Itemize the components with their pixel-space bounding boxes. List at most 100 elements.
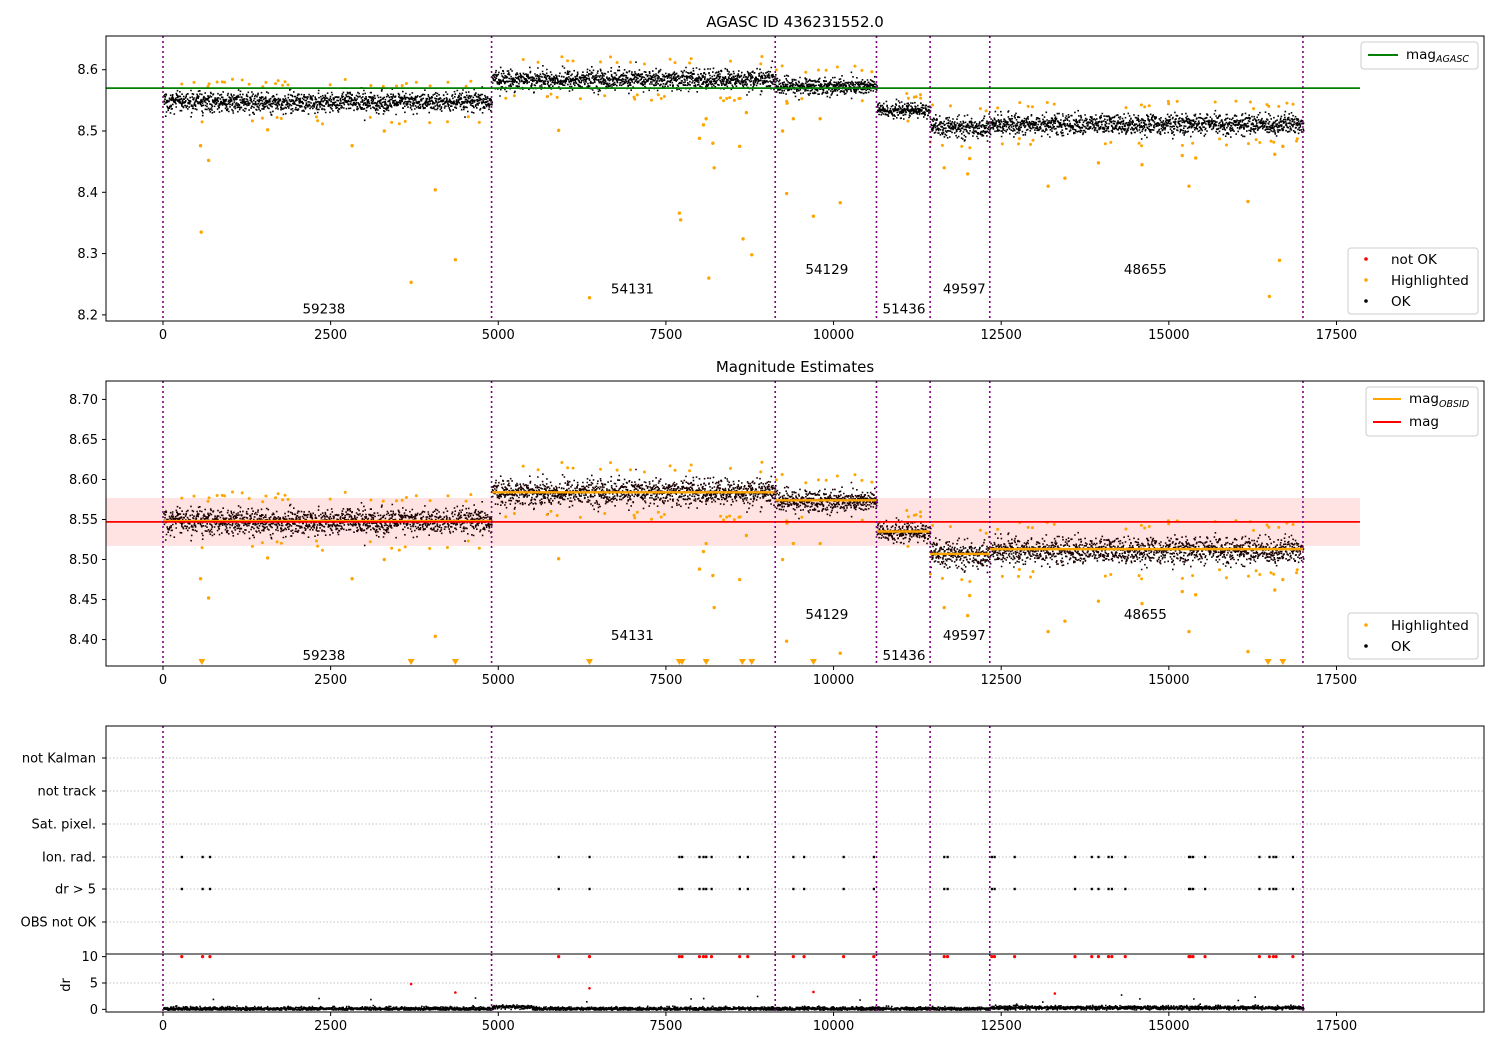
chart3-flag-point	[1258, 887, 1261, 891]
chart1-highlighted-point	[382, 129, 386, 133]
chart2-highlighted-point	[603, 512, 607, 516]
chart2-highlighted-point	[230, 490, 234, 494]
chart1-highlighted-point	[860, 68, 864, 72]
chart4-dr-flag-point	[945, 955, 950, 959]
chart1-xtick-label: 12500	[981, 328, 1022, 343]
chart2-highlighted-point	[549, 509, 553, 513]
chart1-highlighted-point	[635, 93, 639, 97]
chart2-highlighted-point	[737, 577, 742, 582]
chart2-ok-points	[163, 467, 1305, 574]
chart2-highlighted-point	[905, 509, 909, 513]
chart1-highlighted-point	[445, 120, 449, 124]
chart2-highlighted-point	[1026, 525, 1030, 529]
chart1-highlighted-point	[628, 60, 632, 64]
chart2-title: Magnitude Estimates	[716, 358, 874, 376]
chart3-flag-point	[1124, 855, 1127, 859]
chart1-highlighted-point	[791, 117, 796, 121]
chart1-highlighted-point	[967, 156, 972, 161]
chart1-highlighted-point	[320, 122, 324, 126]
chart3-flag-point	[1073, 855, 1077, 859]
chart2-highlighted-point	[870, 480, 874, 484]
chart2-highlighted-point	[180, 496, 184, 500]
chart1-highlighted-point	[905, 91, 909, 95]
chart1-highlighted-point	[555, 95, 559, 99]
chart2-highlighted-point	[566, 466, 570, 470]
chart2-highlighted-point	[628, 468, 632, 472]
chart2-highlighted-point	[1281, 577, 1285, 582]
chart2-highlighted-point	[818, 541, 822, 546]
chart3-flag-point	[180, 855, 183, 859]
chart3-flag-point	[1124, 887, 1127, 891]
chart1-highlighted-point	[549, 92, 553, 96]
chart1-highlighted-point	[1029, 142, 1033, 146]
chart2-clipped-marker	[585, 659, 593, 665]
chart2-obsid-label: 54129	[805, 607, 848, 623]
chart2-highlighted-point	[1180, 589, 1184, 594]
chart1-highlighted-point	[446, 80, 450, 84]
chart3-flag-point	[702, 887, 705, 891]
chart2-highlighted-point	[1191, 574, 1195, 578]
chart2-xtick-label: 17500	[1316, 673, 1357, 688]
chart2-highlighted-point	[1016, 574, 1020, 578]
chart2-highlighted-point	[791, 541, 796, 546]
chart1-highlighted-point	[343, 78, 347, 82]
chart3-flag-point	[1090, 855, 1093, 859]
chart1-highlighted-point	[433, 188, 437, 192]
chart1-highlighted-point	[615, 61, 619, 65]
chart2-highlighted-point	[1269, 571, 1273, 575]
chart4-dr-flag-point	[1073, 955, 1077, 959]
chart1-highlighted-point	[469, 79, 473, 83]
chart1-highlighted-point	[283, 80, 287, 84]
chart2-legend-marker	[1364, 644, 1368, 648]
chart2-highlighted-point	[824, 478, 828, 482]
chart1-highlighted-point	[265, 128, 270, 132]
chart2-highlighted-point	[428, 499, 432, 503]
chart1-highlighted-point	[984, 109, 988, 113]
chart2-highlighted-point	[286, 497, 290, 501]
chart1-obsid-label: 48655	[1124, 262, 1167, 278]
chart1-highlighted-point	[453, 258, 458, 262]
chart2-highlighted-point	[615, 468, 619, 472]
chart2-highlighted-point	[477, 546, 481, 550]
chart2-highlighted-point	[261, 500, 265, 504]
panel-magnitude-estimates: 59238 54131 54129 51436 49597 48655 0 2500 5000 7…	[69, 380, 1485, 688]
chart2-highlighted-point	[1137, 574, 1141, 578]
chart4-dr-flag-point	[557, 955, 561, 959]
chart2-highlighted-point	[728, 466, 732, 470]
chart2-highlighted-point	[314, 539, 318, 543]
chart1-highlighted-point	[1246, 142, 1250, 146]
chart3-flag-point	[208, 855, 212, 859]
chart3-flag-label: OBS not OK	[21, 916, 97, 931]
chart1-highlighted-point	[650, 98, 654, 102]
chart2-highlighted-point	[1143, 526, 1147, 530]
chart1-xtick-label: 17500	[1316, 328, 1357, 343]
chart3-flag-point	[1110, 887, 1114, 891]
chart1-highlighted-point	[603, 94, 607, 98]
chart2-highlighted-point	[738, 515, 742, 519]
chart1-highlighted-point	[744, 110, 749, 115]
chart4-dr-flag-point	[872, 955, 876, 959]
chart2-legend-line-subscript: OBSID	[1439, 399, 1469, 410]
chart2-highlighted-point	[906, 515, 910, 519]
chart1-highlighted-point	[914, 95, 918, 99]
chart2-highlighted-point	[816, 478, 820, 482]
chart1-highlighted-point	[368, 115, 372, 119]
chart3-flag-point	[943, 887, 946, 891]
chart3-flag-point	[746, 887, 749, 891]
chart3-flag-point	[698, 855, 701, 859]
chart2-axes-frame	[105, 380, 1485, 667]
chart2-clipped-marker	[1264, 659, 1272, 665]
chart2-highlighted-point	[1258, 572, 1262, 576]
chart2-highlighted-point	[369, 498, 373, 502]
chart2-highlighted-point	[316, 544, 320, 548]
chart1-highlighted-point	[1016, 142, 1020, 146]
chart1-highlighted-point	[697, 136, 702, 141]
chart1-highlighted-point	[860, 99, 864, 103]
chart3-flag-point	[990, 855, 994, 859]
chart1-highlighted-point	[571, 59, 575, 63]
chart4-dr-flag-point	[1257, 955, 1261, 959]
chart1-highlighted-point	[414, 80, 418, 84]
chart1-ytick-label: 8.2	[77, 308, 98, 323]
chart1-highlighted-point	[316, 119, 320, 123]
